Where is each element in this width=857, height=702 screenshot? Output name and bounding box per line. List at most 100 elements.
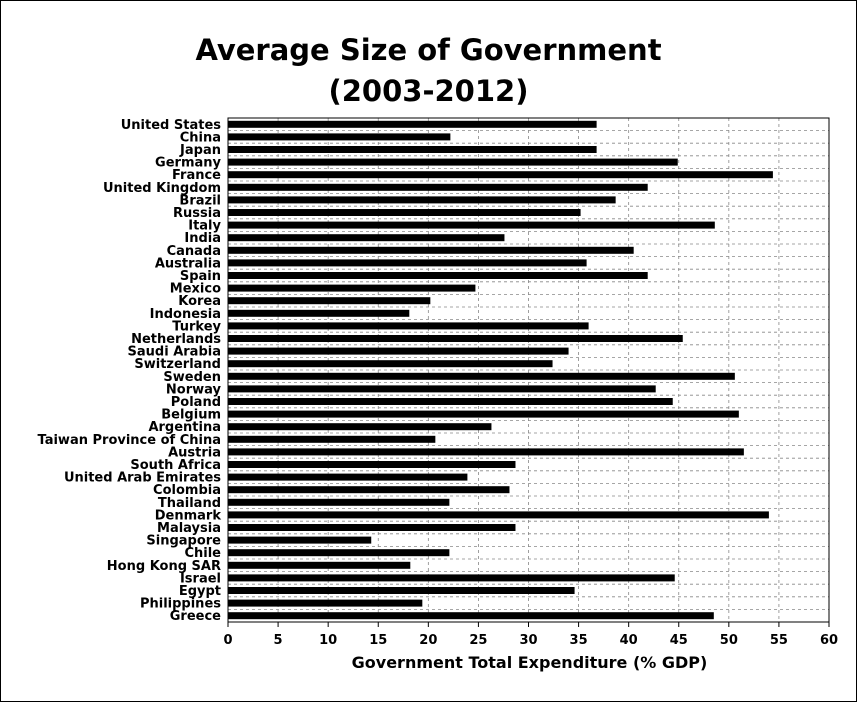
bar bbox=[228, 335, 683, 342]
x-tick-label: 45 bbox=[670, 633, 688, 648]
bar bbox=[228, 423, 492, 431]
bar bbox=[228, 410, 739, 418]
bar bbox=[228, 183, 648, 191]
bar bbox=[228, 561, 411, 569]
category-label: Greece bbox=[170, 609, 221, 624]
category-label: Japan bbox=[179, 143, 221, 158]
bar bbox=[228, 587, 575, 594]
bar bbox=[228, 246, 634, 254]
category-label: Belgium bbox=[161, 408, 221, 423]
category-label: Colombia bbox=[153, 483, 221, 498]
category-label: Korea bbox=[178, 294, 221, 309]
bar bbox=[228, 398, 673, 405]
bar bbox=[228, 549, 450, 557]
bar bbox=[228, 133, 451, 141]
bar bbox=[228, 360, 553, 368]
bar bbox=[228, 259, 587, 267]
bar bbox=[228, 171, 773, 179]
category-label: Mexico bbox=[170, 282, 221, 297]
bar bbox=[228, 486, 510, 494]
x-tick-label: 10 bbox=[319, 633, 337, 648]
category-label: Australia bbox=[155, 256, 221, 271]
category-label: Germany bbox=[155, 156, 221, 171]
category-label: South Africa bbox=[130, 458, 221, 473]
bar bbox=[228, 574, 675, 582]
bar bbox=[228, 146, 597, 153]
category-label: Netherlands bbox=[131, 332, 221, 347]
bar bbox=[228, 347, 569, 355]
category-label: Hong Kong SAR bbox=[107, 559, 221, 574]
category-labels: United StatesChinaJapanGermanyFranceUnit… bbox=[38, 118, 222, 624]
category-label: Argentina bbox=[148, 420, 221, 435]
x-tick-label: 25 bbox=[469, 633, 487, 648]
x-tick-label: 0 bbox=[223, 633, 232, 648]
x-tick-label: 15 bbox=[369, 633, 387, 648]
category-label: Poland bbox=[171, 395, 221, 410]
bar bbox=[228, 158, 678, 166]
category-label: Norway bbox=[166, 382, 222, 397]
chart-subtitle: (2003-2012) bbox=[328, 74, 529, 108]
bar bbox=[228, 120, 597, 128]
bar bbox=[228, 196, 616, 204]
x-tick-label: 55 bbox=[770, 633, 788, 648]
category-label: Singapore bbox=[146, 534, 221, 549]
bars bbox=[228, 120, 773, 620]
bar bbox=[228, 448, 744, 456]
category-label: Turkey bbox=[172, 319, 221, 334]
bar bbox=[228, 209, 581, 216]
bar bbox=[228, 511, 769, 519]
x-axis-title: Government Total Expenditure (% GDP) bbox=[352, 653, 708, 672]
category-label: Sweden bbox=[163, 370, 221, 385]
x-tick-label: 40 bbox=[620, 633, 638, 648]
category-label: China bbox=[180, 130, 221, 145]
x-tick-label: 20 bbox=[419, 633, 437, 648]
bar bbox=[228, 435, 436, 443]
category-label: Indonesia bbox=[150, 307, 221, 322]
bar bbox=[228, 612, 714, 620]
bar bbox=[228, 599, 423, 607]
x-tick-label: 30 bbox=[519, 633, 537, 648]
bar bbox=[228, 297, 431, 305]
bar bbox=[228, 284, 476, 292]
x-tick-label: 50 bbox=[720, 633, 738, 648]
bar bbox=[228, 498, 450, 506]
category-label: Denmark bbox=[155, 508, 222, 523]
bar bbox=[228, 536, 372, 544]
bar bbox=[228, 272, 648, 279]
category-label: Philippines bbox=[140, 597, 221, 612]
category-label: Spain bbox=[180, 269, 221, 284]
category-label: Saudi Arabia bbox=[128, 345, 221, 360]
category-label: Russia bbox=[173, 206, 221, 221]
category-label: France bbox=[172, 168, 221, 183]
gridlines bbox=[228, 118, 829, 622]
bar bbox=[228, 372, 735, 380]
bar bbox=[228, 524, 516, 531]
bar bbox=[228, 461, 516, 468]
x-tick-label: 5 bbox=[274, 633, 283, 648]
category-label: United Arab Emirates bbox=[64, 471, 221, 486]
plot-area bbox=[227, 117, 830, 623]
category-label: Israel bbox=[180, 571, 221, 586]
category-label: Switzerland bbox=[134, 357, 221, 372]
chart-title: Average Size of Government bbox=[195, 33, 662, 67]
bar bbox=[228, 221, 715, 229]
category-label: Egypt bbox=[179, 584, 221, 599]
x-tick-label: 35 bbox=[570, 633, 588, 648]
bar bbox=[228, 322, 589, 330]
category-label: India bbox=[184, 231, 221, 246]
x-tick-label: 60 bbox=[820, 633, 838, 648]
bar bbox=[228, 385, 656, 393]
category-label: Canada bbox=[167, 244, 221, 259]
category-label: Italy bbox=[188, 219, 221, 234]
bar bbox=[228, 234, 505, 242]
category-label: United States bbox=[121, 118, 222, 133]
category-label: Thailand bbox=[158, 496, 221, 511]
category-label: Chile bbox=[184, 546, 221, 561]
category-label: United Kingdom bbox=[103, 181, 221, 196]
x-tick-labels: 0 5 10 15 20 25 30 35 40 45 50 55 60 bbox=[223, 622, 838, 648]
bar bbox=[228, 473, 468, 481]
category-label: Brazil bbox=[179, 193, 221, 208]
category-label: Taiwan Province of China bbox=[38, 433, 221, 448]
category-label: Malaysia bbox=[157, 521, 221, 536]
